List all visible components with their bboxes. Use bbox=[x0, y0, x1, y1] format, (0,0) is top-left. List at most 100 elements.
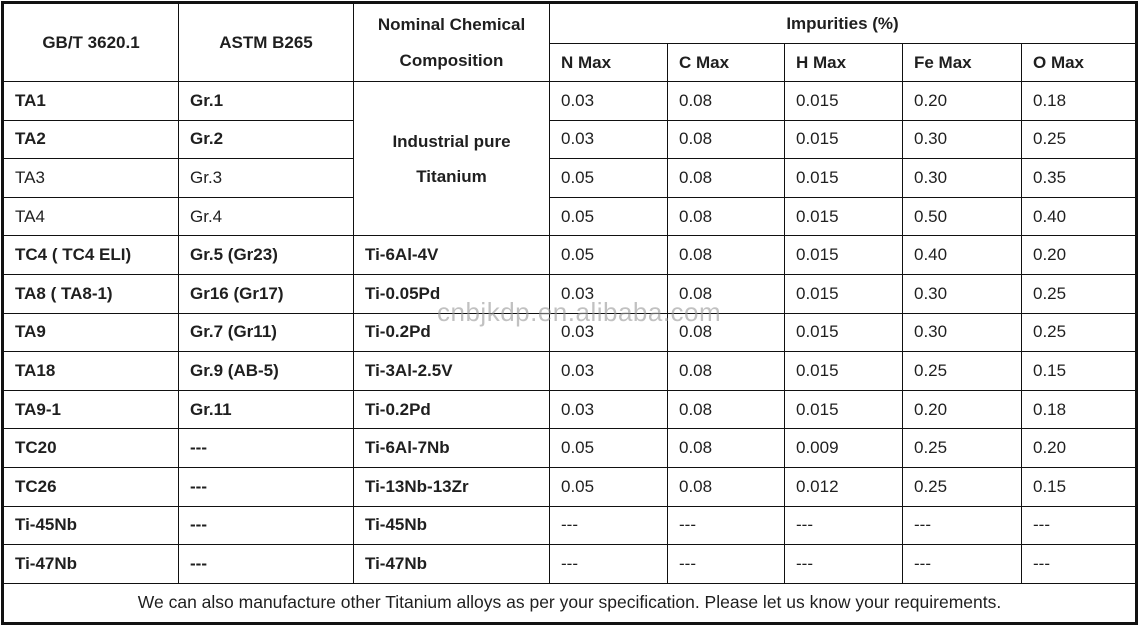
cell-c-max: 0.08 bbox=[667, 312, 785, 353]
table-row: Ti-45Nb --- Ti-45Nb --- --- --- --- --- bbox=[2, 505, 1138, 546]
cell-o-max: --- bbox=[1020, 505, 1138, 546]
cell-astm: --- bbox=[178, 544, 354, 584]
cell-c-max: --- bbox=[667, 544, 785, 584]
table-row: TA2 Gr.2 0.03 0.08 0.015 0.30 0.25 bbox=[2, 119, 1138, 160]
cell-h-max: 0.015 bbox=[784, 273, 903, 314]
cell-fe-max: 0.30 bbox=[902, 273, 1022, 314]
cell-n-max: 0.05 bbox=[549, 235, 668, 275]
shared-composition-cell: Industrial pure Titanium bbox=[353, 80, 550, 237]
cell-composition: Ti-0.2Pd bbox=[353, 312, 550, 353]
cell-n-max: 0.05 bbox=[549, 428, 668, 468]
cell-fe-max: 0.30 bbox=[902, 158, 1022, 198]
cell-c-max: 0.08 bbox=[667, 196, 785, 237]
header-row-2: N Max C Max H Max Fe Max O Max bbox=[3, 43, 1138, 82]
table-row: TA3 Gr.3 0.05 0.08 0.015 0.30 0.35 bbox=[2, 158, 1138, 198]
cell-o-max: 0.25 bbox=[1020, 119, 1138, 160]
cell-composition: Ti-47Nb bbox=[353, 544, 550, 584]
footer-note: We can also manufacture other Titanium a… bbox=[1, 582, 1138, 624]
cell-fe-max: 0.30 bbox=[902, 119, 1022, 160]
cell-n-max: 0.03 bbox=[549, 312, 668, 353]
cell-c-max: 0.08 bbox=[667, 351, 785, 391]
table-row: TA8 ( TA8-1) Gr16 (Gr17) Ti-0.05Pd 0.03 … bbox=[2, 273, 1138, 314]
cell-composition: Ti-6Al-4V bbox=[353, 235, 550, 275]
header-o-max: O Max bbox=[1020, 43, 1138, 82]
cell-fe-max: 0.25 bbox=[902, 466, 1022, 507]
cell-c-max: 0.08 bbox=[667, 273, 785, 314]
cell-o-max: --- bbox=[1020, 544, 1138, 584]
cell-gbt: TA3 bbox=[2, 158, 179, 198]
cell-composition: Ti-13Nb-13Zr bbox=[353, 466, 550, 507]
cell-gbt: TC4 ( TC4 ELI) bbox=[2, 235, 179, 275]
table-row: TA9-1 Gr.11 Ti-0.2Pd 0.03 0.08 0.015 0.2… bbox=[2, 389, 1138, 430]
table-row: TA18 Gr.9 (AB-5) Ti-3Al-2.5V 0.03 0.08 0… bbox=[2, 351, 1138, 391]
cell-astm: Gr.7 (Gr11) bbox=[178, 312, 354, 353]
cell-c-max: 0.08 bbox=[667, 81, 785, 121]
table-row: TA4 Gr.4 0.05 0.08 0.015 0.50 0.40 bbox=[2, 196, 1138, 237]
cell-c-max: --- bbox=[667, 505, 785, 546]
cell-h-max: --- bbox=[784, 544, 903, 584]
cell-o-max: 0.15 bbox=[1020, 466, 1138, 507]
cell-o-max: 0.20 bbox=[1020, 428, 1138, 468]
cell-composition: Ti-0.05Pd bbox=[353, 273, 550, 314]
table-row: TA1 Gr.1 Industrial pure Titanium 0.03 0… bbox=[2, 80, 1138, 237]
cell-o-max: 0.25 bbox=[1020, 312, 1138, 353]
cell-o-max: 0.35 bbox=[1020, 158, 1138, 198]
cell-h-max: 0.015 bbox=[784, 81, 903, 121]
cell-h-max: 0.015 bbox=[784, 196, 903, 237]
cell-o-max: 0.25 bbox=[1020, 273, 1138, 314]
cell-fe-max: --- bbox=[902, 505, 1022, 546]
cell-h-max: 0.015 bbox=[784, 158, 903, 198]
header-fe-max: Fe Max bbox=[902, 43, 1022, 82]
cell-o-max: 0.40 bbox=[1020, 196, 1138, 237]
header-row-1: GB/T 3620.1 ASTM B265 Nominal Chemical C… bbox=[2, 2, 1138, 82]
cell-n-max: 0.03 bbox=[549, 273, 668, 314]
cell-o-max: 0.15 bbox=[1020, 351, 1138, 391]
table-row: TC20 --- Ti-6Al-7Nb 0.05 0.08 0.009 0.25… bbox=[2, 428, 1138, 468]
cell-gbt: TC26 bbox=[2, 466, 179, 507]
cell-n-max: 0.03 bbox=[549, 389, 668, 430]
cell-fe-max: --- bbox=[902, 544, 1022, 584]
header-composition: Nominal Chemical Composition bbox=[353, 2, 550, 82]
cell-gbt: TA2 bbox=[2, 119, 179, 160]
header-c-max: C Max bbox=[667, 43, 785, 82]
cell-c-max: 0.08 bbox=[667, 428, 785, 468]
cell-astm: Gr.2 bbox=[178, 119, 354, 160]
cell-composition: Ti-0.2Pd bbox=[353, 389, 550, 430]
cell-composition: Ti-45Nb bbox=[353, 505, 550, 546]
header-impurities: Impurities (%) bbox=[548, 2, 1138, 44]
cell-c-max: 0.08 bbox=[667, 466, 785, 507]
cell-fe-max: 0.40 bbox=[902, 235, 1022, 275]
cell-astm: --- bbox=[178, 505, 354, 546]
cell-c-max: 0.08 bbox=[667, 158, 785, 198]
header-h-max: H Max bbox=[784, 43, 903, 82]
cell-n-max: --- bbox=[549, 544, 668, 584]
cell-astm: Gr16 (Gr17) bbox=[178, 273, 354, 314]
header-gbt: GB/T 3620.1 bbox=[2, 2, 179, 82]
cell-fe-max: 0.20 bbox=[902, 81, 1022, 121]
cell-h-max: --- bbox=[784, 505, 903, 546]
cell-o-max: 0.20 bbox=[1020, 235, 1138, 275]
cell-astm: Gr.4 bbox=[178, 196, 354, 237]
cell-fe-max: 0.50 bbox=[902, 196, 1022, 237]
cell-n-max: --- bbox=[549, 505, 668, 546]
cell-n-max: 0.03 bbox=[549, 81, 668, 121]
cell-n-max: 0.03 bbox=[549, 351, 668, 391]
cell-h-max: 0.009 bbox=[784, 428, 903, 468]
cell-gbt: TA4 bbox=[2, 196, 179, 237]
cell-fe-max: 0.25 bbox=[902, 351, 1022, 391]
cell-gbt: Ti-45Nb bbox=[2, 505, 179, 546]
table-row: Ti-47Nb --- Ti-47Nb --- --- --- --- --- bbox=[2, 544, 1138, 584]
cell-fe-max: 0.30 bbox=[902, 312, 1022, 353]
cell-h-max: 0.015 bbox=[784, 351, 903, 391]
cell-h-max: 0.012 bbox=[784, 466, 903, 507]
cell-composition: Ti-3Al-2.5V bbox=[353, 351, 550, 391]
cell-astm: Gr.1 bbox=[178, 81, 354, 121]
cell-astm: Gr.5 (Gr23) bbox=[178, 235, 354, 275]
cell-gbt: Ti-47Nb bbox=[2, 544, 179, 584]
cell-n-max: 0.05 bbox=[549, 158, 668, 198]
cell-h-max: 0.015 bbox=[784, 119, 903, 160]
cell-gbt: TA8 ( TA8-1) bbox=[2, 273, 179, 314]
table-row: TC26 --- Ti-13Nb-13Zr 0.05 0.08 0.012 0.… bbox=[2, 466, 1138, 507]
cell-fe-max: 0.25 bbox=[902, 428, 1022, 468]
